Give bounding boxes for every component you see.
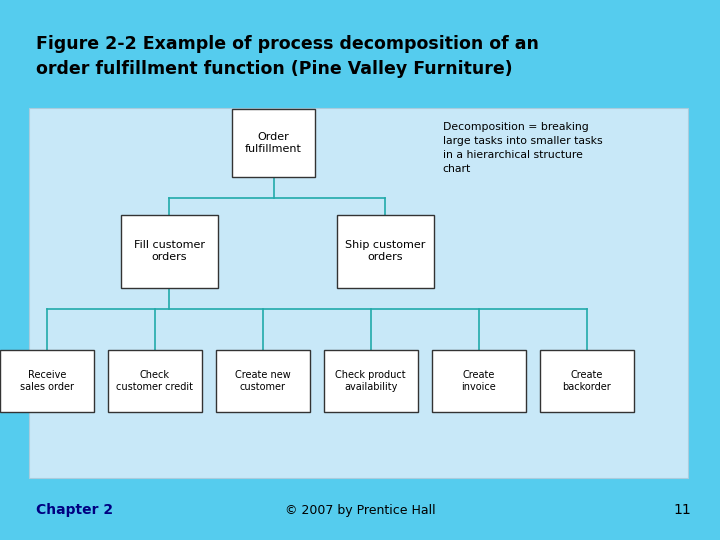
FancyBboxPatch shape (0, 350, 94, 411)
Text: Decomposition = breaking
large tasks into smaller tasks
in a hierarchical struct: Decomposition = breaking large tasks int… (443, 122, 603, 173)
Text: Create
backorder: Create backorder (562, 369, 611, 392)
FancyBboxPatch shape (232, 109, 315, 177)
FancyBboxPatch shape (540, 350, 634, 411)
Text: Chapter 2: Chapter 2 (36, 503, 113, 517)
FancyBboxPatch shape (216, 350, 310, 411)
Text: Check product
availability: Check product availability (336, 369, 406, 392)
Text: Ship customer
orders: Ship customer orders (345, 240, 426, 262)
Text: © 2007 by Prentice Hall: © 2007 by Prentice Hall (284, 504, 436, 517)
FancyBboxPatch shape (432, 350, 526, 411)
Text: Fill customer
orders: Fill customer orders (134, 240, 204, 262)
Text: Figure 2-2 Example of process decomposition of an
order fulfillment function (Pi: Figure 2-2 Example of process decomposit… (36, 35, 539, 78)
FancyBboxPatch shape (324, 350, 418, 411)
FancyBboxPatch shape (29, 108, 688, 478)
FancyBboxPatch shape (121, 214, 217, 287)
Text: Check
customer credit: Check customer credit (117, 369, 193, 392)
Text: Receive
sales order: Receive sales order (20, 369, 74, 392)
Text: Create
invoice: Create invoice (462, 369, 496, 392)
Text: 11: 11 (673, 503, 691, 517)
Text: Order
fulfillment: Order fulfillment (246, 132, 302, 154)
FancyBboxPatch shape (108, 350, 202, 411)
FancyBboxPatch shape (337, 214, 433, 287)
Text: Create new
customer: Create new customer (235, 369, 291, 392)
